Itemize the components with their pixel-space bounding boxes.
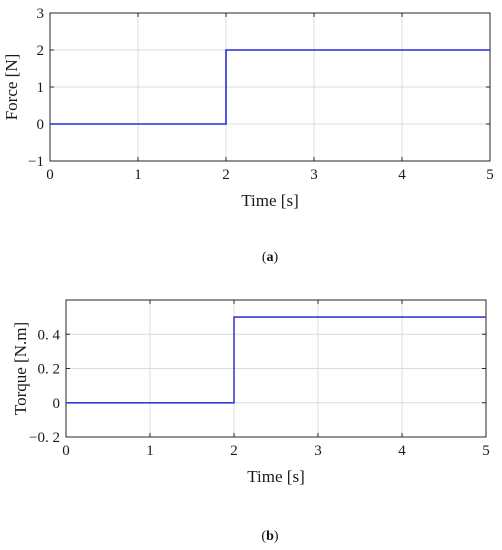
x-tick-label-4: 4 <box>398 167 406 183</box>
x-tick-label-0: 0 <box>46 167 54 183</box>
x-tick-label-4: 4 <box>398 443 406 459</box>
x-tick-label-3: 3 <box>310 167 318 183</box>
y-tick-label-3: 0. 4 <box>38 327 61 343</box>
x-axis-label: Time [s] <box>241 191 298 210</box>
x-axis-label: Time [s] <box>247 467 304 486</box>
x-tick-label-5: 5 <box>486 167 494 183</box>
y-axis-label: Torque [N.m] <box>11 322 30 415</box>
x-tick-label-1: 1 <box>134 167 142 183</box>
y-axis-label: Force [N] <box>2 54 21 121</box>
y-tick-label-3: 2 <box>37 43 45 59</box>
caption-a-letter: a <box>267 250 274 265</box>
caption-b: (b) <box>261 529 278 544</box>
x-tick-label-1: 1 <box>146 443 154 459</box>
series-line-0 <box>50 49 490 125</box>
x-tick-label-5: 5 <box>482 443 490 459</box>
x-tick-label-2: 2 <box>222 167 230 183</box>
caption-a: (a) <box>262 250 279 265</box>
x-tick-label-2: 2 <box>230 443 238 459</box>
y-tick-label-1: 0 <box>53 396 61 412</box>
y-tick-label-4: 3 <box>37 6 45 22</box>
x-tick-label-3: 3 <box>314 443 322 459</box>
y-tick-label-2: 0. 2 <box>38 362 61 378</box>
series-line-0 <box>66 316 486 404</box>
y-tick-label-1: 0 <box>37 117 45 133</box>
y-tick-label-2: 1 <box>37 80 45 96</box>
y-tick-label-0: −1 <box>28 154 44 170</box>
y-tick-label-0: −0. 2 <box>29 430 60 446</box>
x-tick-label-0: 0 <box>62 443 70 459</box>
caption-b-letter: b <box>266 529 274 544</box>
